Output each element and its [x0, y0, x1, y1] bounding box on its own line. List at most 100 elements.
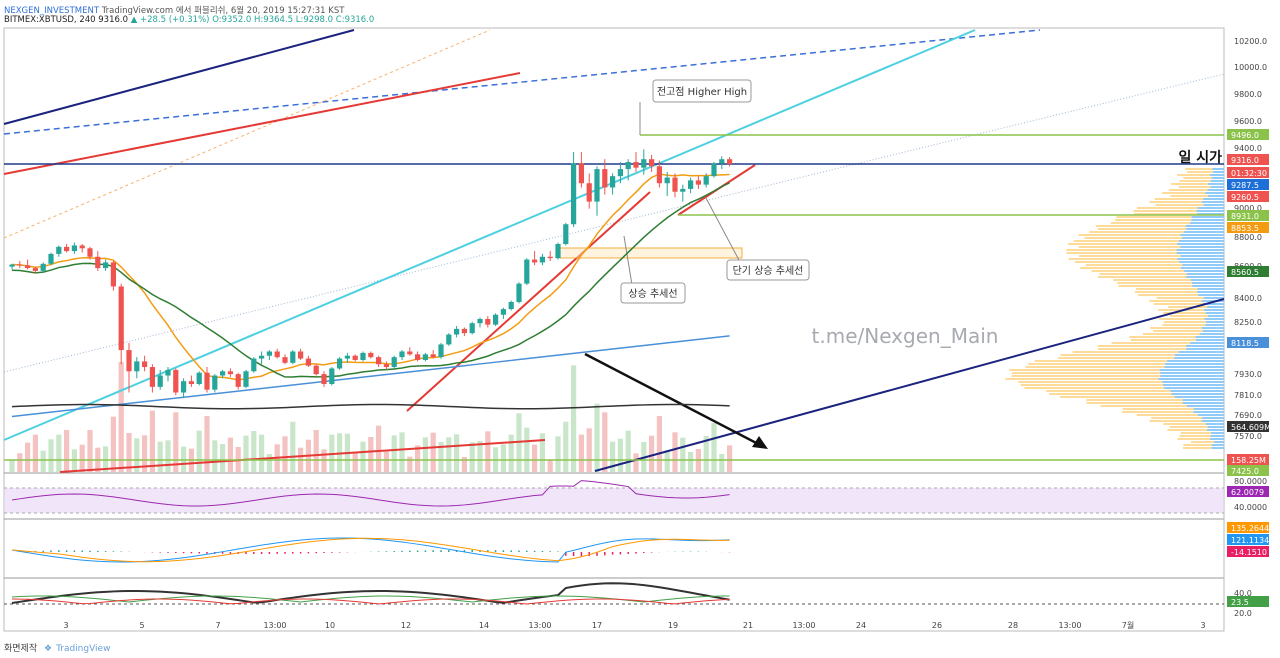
price-tick-label: 8250.0 [1234, 318, 1262, 327]
candle-body [243, 371, 249, 387]
candle-body [376, 357, 382, 365]
profile-row [1149, 201, 1224, 203]
price-tag-label: 158.25M [1231, 456, 1266, 465]
volume-bar [204, 416, 210, 472]
volume-bar [391, 435, 397, 472]
profile-row [1122, 411, 1224, 413]
red-trend-top-line[interactable] [3, 72, 521, 175]
cyan-trend-line[interactable] [3, 29, 976, 441]
profile-row [1098, 348, 1224, 350]
profile-row-value-area [1211, 444, 1224, 446]
profile-row [1149, 300, 1224, 302]
profile-row-value-area [1207, 306, 1224, 308]
price-tag [1227, 210, 1269, 221]
volume-bar [220, 444, 226, 472]
candle-body [368, 352, 374, 358]
callout-uptrend[interactable]: 상승 추세선 [620, 282, 686, 304]
candle-body [469, 323, 475, 334]
candle-body [118, 286, 124, 351]
candle-body [641, 159, 647, 168]
price-tag-label: 8118.5 [1231, 339, 1259, 348]
indicator-tick-label: 40.0 [1234, 589, 1252, 598]
profile-row [1005, 378, 1224, 380]
candle-body [594, 169, 600, 202]
candle-body [493, 314, 499, 325]
profile-row [1009, 369, 1224, 371]
candle-body [500, 309, 506, 315]
callout-higher-high[interactable]: 전고점 Higher High [652, 79, 752, 103]
profile-row-value-area [1211, 177, 1224, 179]
profile-row-value-area [1210, 180, 1224, 182]
volume-bar [571, 365, 577, 472]
candle-body [617, 169, 623, 177]
profile-row-value-area [1183, 231, 1224, 233]
volume-bar [313, 430, 319, 472]
blue-channel-top-line[interactable] [3, 29, 355, 125]
candle-body [422, 354, 428, 360]
macd-line [11, 537, 730, 563]
profile-row [1058, 357, 1224, 359]
profile-row-value-area [1174, 354, 1224, 356]
profile-row-value-area [1211, 447, 1224, 449]
author-link[interactable]: NEXGEN_INVESTMENT [4, 6, 100, 16]
candle-body [649, 159, 655, 167]
time-tick-label: 3 [63, 621, 68, 630]
price-axis[interactable]: 10200.0 10000.0 9800.0 9600.0 9400.0 9000.0 88… [1234, 37, 1267, 441]
candle-body [664, 177, 670, 184]
profile-row [1118, 285, 1224, 287]
red-base-line[interactable] [59, 439, 546, 473]
profile-row-value-area [1164, 387, 1224, 389]
candle-body [188, 381, 194, 385]
price-tag [1227, 222, 1269, 233]
profile-row-value-area [1182, 237, 1224, 239]
tradingview-logo-icon[interactable]: ❖ [44, 644, 53, 654]
candle-body [610, 176, 616, 188]
volume-bar [9, 459, 15, 472]
volume-bar [617, 438, 623, 472]
dotted-trend-line[interactable] [3, 73, 1225, 373]
indicator-tag [1227, 596, 1269, 607]
profile-row-value-area [1210, 435, 1224, 437]
price-tag-label: 9260.5 [1231, 193, 1259, 202]
candle-body [539, 256, 545, 263]
profile-row-value-area [1199, 333, 1224, 335]
candle-body [524, 259, 530, 284]
volume-bar [524, 427, 530, 472]
price-tick-label: 9800.0 [1234, 90, 1262, 99]
volume-bar [664, 450, 670, 472]
profile-row [1179, 435, 1224, 437]
callout-short-uptrend[interactable]: 단기 상승 추세선 [726, 259, 810, 281]
profile-row-value-area [1191, 219, 1224, 221]
profile-row [1060, 354, 1224, 356]
profile-row [1098, 276, 1224, 278]
profile-row-value-area [1182, 402, 1224, 404]
volume-bar [407, 456, 413, 472]
support-zone[interactable] [559, 247, 743, 259]
candle-body [305, 358, 311, 366]
uptrend-line[interactable] [406, 191, 651, 412]
profile-row-value-area [1176, 249, 1224, 251]
blue-support-line[interactable] [594, 298, 1225, 472]
callout-leader [623, 235, 633, 286]
down-arrow-line[interactable] [584, 352, 765, 449]
time-axis[interactable]: 3 5 7 13:00 10 12 14 13:00 17 19 21 13:00 24 26 28 13:0… [63, 620, 1205, 630]
footer-brand[interactable]: TradingView [56, 644, 111, 654]
volume-bar [48, 439, 54, 472]
profile-row [1034, 360, 1224, 362]
profile-row [1154, 198, 1224, 200]
profile-row-value-area [1201, 420, 1224, 422]
profile-row [1091, 270, 1224, 272]
profile-row [1073, 240, 1224, 242]
candle-body [508, 302, 514, 310]
candle-body [563, 224, 569, 245]
orange-dotted-line[interactable] [3, 29, 491, 239]
volume-bar [64, 430, 70, 472]
blue-dashed-line[interactable] [3, 29, 1041, 135]
candle-body [126, 350, 132, 372]
callout-uptrend-text: 상승 추세선 [628, 288, 677, 300]
candle-body [48, 253, 54, 264]
profile-row [1095, 225, 1224, 227]
profile-row-value-area [1160, 372, 1224, 374]
candle-body [571, 163, 577, 225]
